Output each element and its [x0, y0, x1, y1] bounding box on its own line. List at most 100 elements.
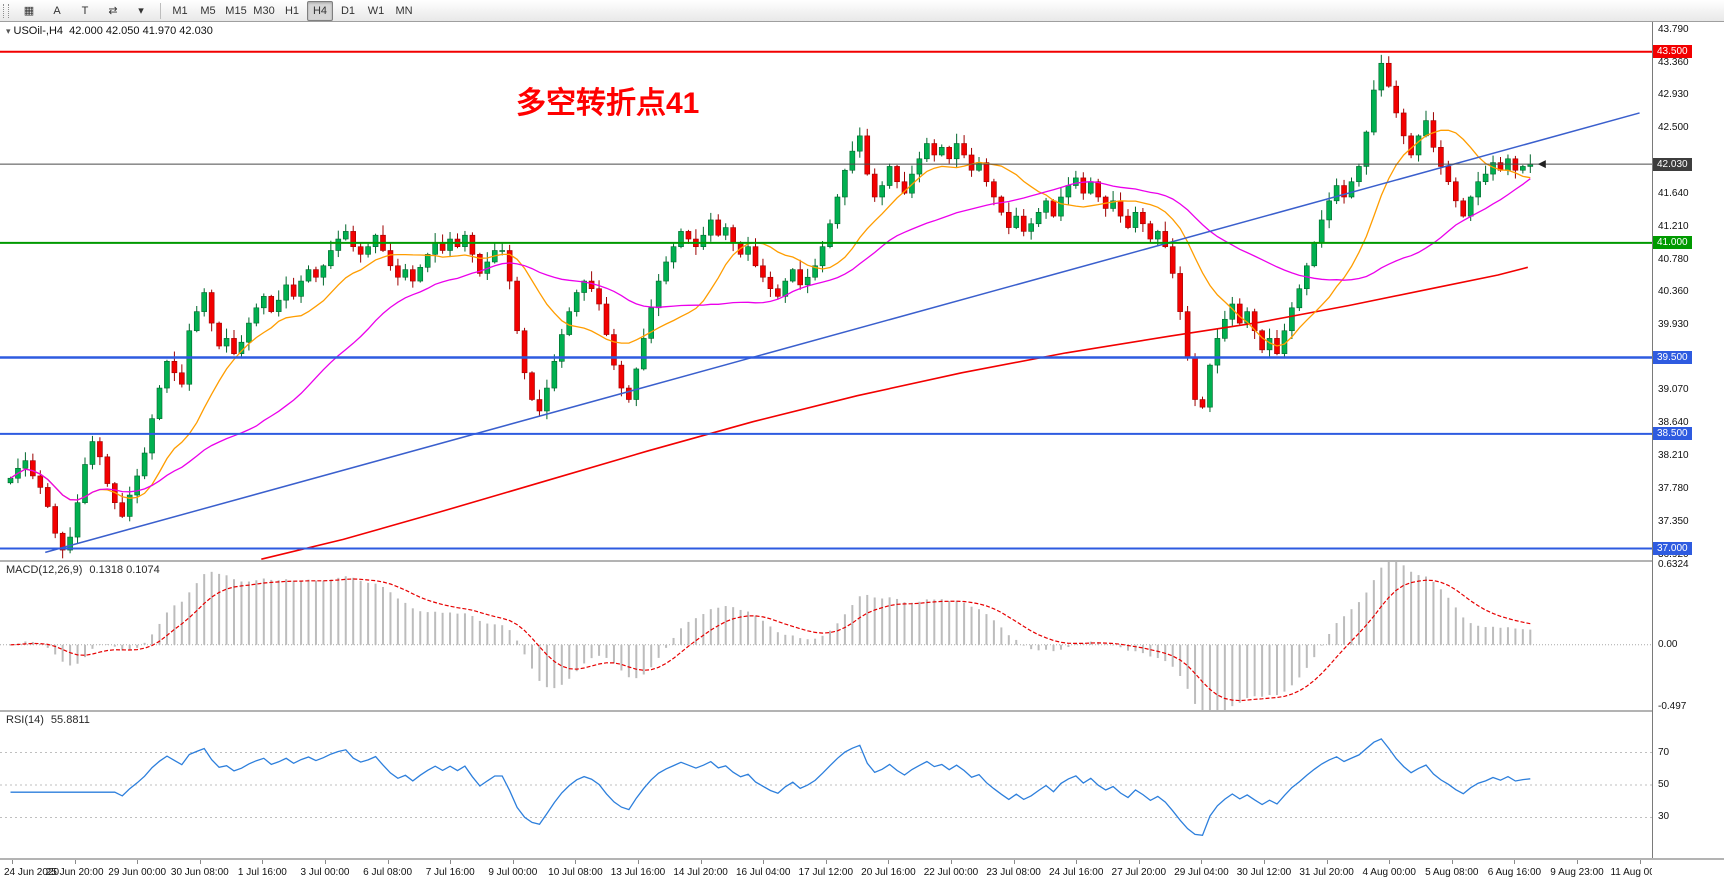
- price-tick-label: 43.360: [1658, 56, 1689, 68]
- cycle-arrows-icon[interactable]: ⇄: [108, 5, 118, 17]
- time-tick-mark: [262, 860, 264, 864]
- rsi-value: 55.8811: [50, 714, 90, 726]
- time-axis[interactable]: 24 Jun 2020 25 Jun 20:00 29 Jun 00:00 30 Ju…: [0, 860, 1652, 892]
- chart-annotation-text[interactable]: 多空转折点41: [516, 87, 700, 120]
- time-tick-mark: [700, 860, 702, 864]
- price-badge-42.030: 42.030: [1653, 157, 1692, 171]
- time-tick-mark: [1076, 860, 1078, 864]
- time-axis-label: 14 Jul 20:00: [673, 867, 728, 878]
- price-badge-41.000: 41.000: [1653, 236, 1692, 250]
- time-axis-label: 4 Aug 00:00: [1362, 867, 1416, 878]
- time-tick-mark: [825, 860, 827, 864]
- time-axis-label: 9 Aug 23:00: [1550, 867, 1604, 878]
- price-tick-label: 41.640: [1658, 187, 1689, 199]
- rsi-canvas[interactable]: [0, 712, 1652, 858]
- time-axis-label: 22 Jul 00:00: [923, 867, 979, 878]
- chart-title: ▾ USOil-,H4 42.000 42.050 41.970 42.030: [6, 25, 213, 37]
- time-tick-mark: [1514, 860, 1516, 864]
- price-tick-label: 41.210: [1658, 220, 1689, 232]
- time-tick-mark: [1577, 860, 1578, 864]
- text-tool-icon[interactable]: T: [81, 4, 89, 17]
- time-axis-label: 10 Jul 08:00: [548, 867, 603, 878]
- time-tick-mark: [1639, 860, 1641, 864]
- time-tick-mark: [450, 860, 452, 864]
- price-badge-37.000: 37.000: [1653, 542, 1692, 556]
- time-tick-mark: [1138, 860, 1140, 864]
- timeframe-button-h1[interactable]: H1: [284, 4, 300, 17]
- time-axis-label: 31 Jul 20:00: [1299, 867, 1354, 878]
- price-tick-label: 42.500: [1658, 122, 1689, 134]
- time-axis-label: 13 Jul 16:00: [610, 867, 666, 878]
- time-tick-mark: [1264, 860, 1265, 864]
- price-tick-label: 37.350: [1658, 515, 1689, 527]
- time-axis-label: 5 Aug 08:00: [1425, 867, 1479, 878]
- price-tick-label: 38.210: [1658, 450, 1689, 462]
- time-tick-mark: [1201, 860, 1203, 864]
- timeframe-button-m30[interactable]: M30: [253, 4, 275, 17]
- time-axis-label: 17 Jul 12:00: [798, 867, 854, 878]
- time-tick-mark: [1451, 860, 1453, 864]
- panel-separator[interactable]: [0, 710, 1724, 712]
- time-tick-mark: [1013, 860, 1015, 864]
- rsi-axis-label: 50: [1658, 779, 1670, 790]
- timeframe-button-h4[interactable]: H4: [307, 0, 333, 21]
- panel-separator[interactable]: [0, 858, 1724, 860]
- dropdown-chevron-icon[interactable]: ▾: [138, 5, 144, 17]
- macd-axis-label: 0.00: [1658, 638, 1678, 650]
- time-axis-label: 27 Jul 20:00: [1111, 867, 1167, 878]
- price-tick-label: 43.790: [1658, 23, 1689, 35]
- price-tick-label: 39.930: [1658, 318, 1689, 330]
- toolbar-separator: [160, 2, 161, 19]
- macd-axis-label: -0.497: [1658, 701, 1687, 713]
- time-tick-mark: [575, 860, 577, 864]
- toolbar-grip-icon: [3, 3, 9, 18]
- chart-grid-icon[interactable]: ▦: [23, 5, 35, 17]
- time-axis-label: 24 Jul 16:00: [1048, 867, 1104, 878]
- letter-a-icon[interactable]: A: [53, 4, 61, 17]
- time-axis-label: 29 Jul 04:00: [1174, 867, 1229, 878]
- toolbar: ▦ A T ⇄ ▾ M1 M5 M15 M30 H1 H4 D1 W1 MN: [0, 0, 1724, 22]
- timeframe-buttons: M1 M5 M15 M30 H1 H4 D1 W1 MN: [166, 0, 418, 21]
- price-chart-panel[interactable]: ▾ USOil-,H4 42.000 42.050 41.970 42.030 多…: [0, 22, 1652, 560]
- time-tick-mark: [888, 860, 890, 864]
- panel-separator[interactable]: [0, 560, 1724, 562]
- time-tick-mark: [512, 860, 514, 864]
- time-axis-label: 29 Jun 00:00: [108, 867, 167, 878]
- rsi-label: RSI(14): [6, 714, 44, 726]
- time-axis-label: 3 Jul 00:00: [300, 867, 350, 878]
- price-badge-43.500: 43.500: [1653, 45, 1692, 59]
- macd-canvas[interactable]: [0, 562, 1652, 710]
- timeframe-button-m1[interactable]: M1: [172, 4, 188, 17]
- time-tick-mark: [951, 860, 952, 864]
- time-axis-label: 23 Jul 08:00: [986, 867, 1041, 878]
- symbol-dropdown-icon[interactable]: ▾: [6, 26, 11, 36]
- rsi-axis-label: 30: [1658, 811, 1670, 823]
- time-tick-mark: [763, 860, 765, 864]
- timeframe-button-m5[interactable]: M5: [200, 4, 216, 17]
- macd-label: MACD(12,26,9): [6, 564, 83, 576]
- price-tick-label: 40.780: [1658, 253, 1689, 265]
- timeframe-button-m15[interactable]: M15: [225, 4, 247, 17]
- timeframe-button-w1[interactable]: W1: [367, 4, 385, 17]
- time-axis-label: 6 Aug 16:00: [1487, 867, 1542, 878]
- price-badge-38.500: 38.500: [1653, 427, 1692, 441]
- chart-symbol-period: USOil-,H4: [13, 25, 64, 37]
- timeframe-button-d1[interactable]: D1: [340, 4, 356, 17]
- timeframe-button-mn[interactable]: MN: [395, 4, 413, 17]
- rsi-panel[interactable]: RSI(14) 55.8811: [0, 712, 1652, 858]
- time-axis-label: 6 Jul 08:00: [363, 867, 413, 878]
- time-tick-mark: [74, 860, 76, 864]
- macd-axis-label: 0.6324: [1658, 559, 1689, 571]
- time-tick-mark: [12, 860, 13, 864]
- price-chart-canvas[interactable]: [0, 22, 1652, 560]
- time-axis-label: 9 Jul 00:00: [488, 867, 538, 878]
- time-tick-mark: [1389, 860, 1391, 864]
- time-tick-mark: [137, 860, 139, 864]
- price-axis[interactable]: 43.790 43.360 42.930 42.500 41.640 41.210 40.7…: [1652, 22, 1724, 858]
- time-tick-mark: [199, 860, 201, 864]
- time-axis-label: 24 Jun 2020: [4, 867, 60, 878]
- macd-panel[interactable]: MACD(12,26,9) 0.1318 0.1074: [0, 562, 1652, 710]
- time-tick-mark: [1326, 860, 1328, 864]
- time-axis-label: 25 Jun 20:00: [45, 867, 104, 878]
- time-axis-label: 30 Jun 08:00: [170, 867, 229, 878]
